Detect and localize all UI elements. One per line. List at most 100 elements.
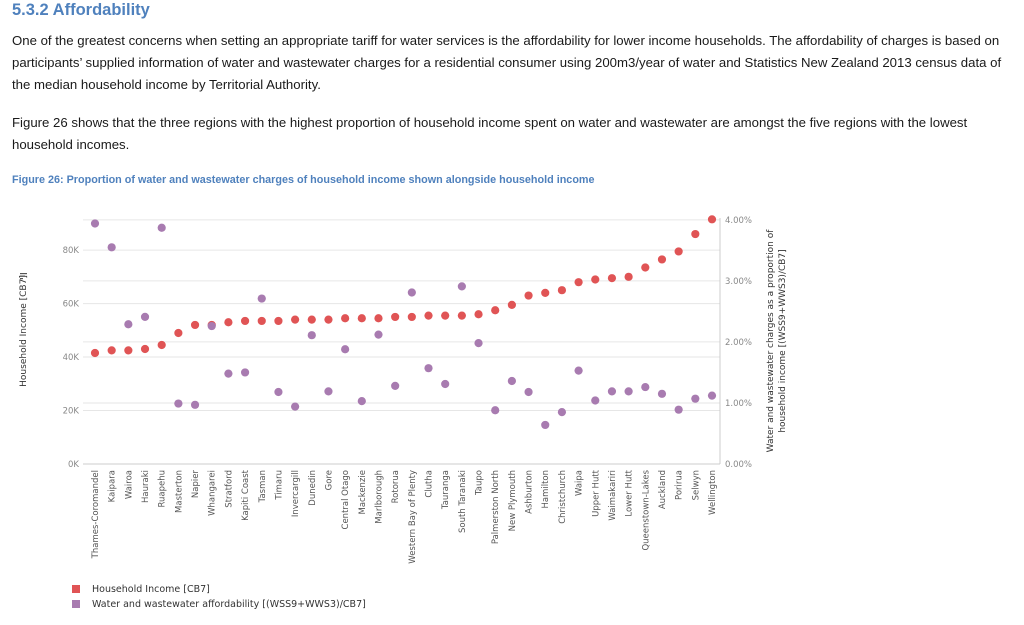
legend-label: Household Income [CB7]: [92, 584, 210, 595]
affordability-point: [207, 321, 216, 331]
affordability-point: [441, 379, 450, 389]
x-category-label: Western Bay of Plenty: [408, 470, 418, 564]
affordability-point: [541, 420, 550, 430]
income-point: [591, 275, 600, 284]
x-category-label: Waipa: [575, 470, 585, 496]
x-category-label: Ruapehu: [158, 470, 168, 508]
income-point: [607, 274, 617, 283]
income-point: [391, 312, 400, 322]
x-category-label: Stratford: [224, 470, 234, 508]
y-right-tick-label: 0.00%: [725, 460, 752, 470]
figure-summary-paragraph: Figure 26 shows that the three regions w…: [12, 115, 968, 152]
x-category-label: Marlborough: [374, 470, 384, 524]
income-point: [424, 311, 433, 320]
x-category-label: Whangarei: [208, 470, 218, 516]
income-point: [224, 318, 233, 327]
affordability-point: [607, 387, 617, 396]
affordability-point: [491, 406, 500, 415]
affordability-point: [524, 387, 533, 397]
affordability-point: [557, 408, 567, 417]
affordability-point: [707, 391, 717, 400]
affordability-point: [424, 364, 433, 373]
gridlines: [83, 219, 720, 465]
affordability-point: [507, 376, 516, 386]
sort-icon-bar: [20, 275, 25, 277]
x-category-label: Queenstown-Lakes: [641, 469, 651, 550]
sort-icon: [20, 273, 27, 280]
affordability-point: [457, 282, 466, 291]
affordability-point: [474, 339, 483, 348]
y-right-tick-label: 3.00%: [725, 277, 752, 287]
y-left-tick-label: 0K: [68, 460, 79, 470]
x-category-label: Timaru: [274, 470, 284, 501]
x-category-label: Mackenzie: [358, 470, 368, 515]
income-point: [90, 348, 100, 358]
sort-icon-bar: [20, 273, 27, 275]
x-category-label: Porirua: [675, 470, 685, 500]
legend-swatch: [72, 585, 80, 593]
income-point: [240, 316, 250, 326]
x-category-label: Palmerston North: [491, 470, 501, 544]
affordability-point: [190, 400, 200, 409]
income-point: [691, 229, 700, 239]
y-right-tick-label: 2.00%: [725, 338, 752, 348]
affordability-point: [90, 219, 100, 228]
x-category-label: Tauranga: [441, 470, 451, 510]
income-point: [140, 344, 150, 354]
affordability-point: [107, 243, 116, 252]
section-heading: 5.3.2 Affordability: [12, 1, 150, 19]
x-category-label: Hamilton: [541, 470, 551, 509]
income-point: [157, 340, 166, 350]
x-category-label: Upper Hutt: [591, 469, 601, 517]
income-point: [374, 314, 383, 323]
income-point: [341, 314, 350, 323]
income-point: [674, 247, 683, 256]
income-point: [457, 311, 466, 320]
income-point: [357, 314, 366, 323]
affordability-point: [407, 288, 416, 297]
affordability-point: [574, 366, 583, 375]
affordability-point: [274, 387, 283, 397]
income-point: [707, 215, 717, 224]
income-point: [107, 346, 116, 355]
affordability-point: [657, 389, 667, 398]
x-category-label: New Plymouth: [508, 470, 518, 531]
y-left-axis-title: Household Income [CB7]: [19, 275, 29, 387]
y-right-axis-title-line2: household income [(WSS9+WWS3)/CB7]: [778, 249, 788, 432]
x-category-label: Clutha: [425, 470, 435, 498]
affordability-point: [324, 387, 333, 396]
y-right-tick-label: 4.00%: [725, 216, 752, 226]
x-category-label: Kaipara: [108, 470, 118, 502]
x-category-label: Rotorua: [391, 470, 401, 503]
x-category-label: Waimakariri: [608, 470, 618, 521]
x-category-label: Tasman: [258, 470, 268, 503]
affordability-point: [224, 369, 233, 378]
x-category-label: Dunedin: [308, 470, 318, 506]
income-point: [257, 316, 266, 326]
income-point: [491, 306, 500, 315]
income-point: [541, 288, 550, 297]
affordability-point: [357, 397, 366, 406]
affordability-point: [257, 294, 266, 303]
income-point: [507, 300, 516, 310]
x-category-label: Auckland: [658, 470, 668, 509]
income-point: [441, 311, 450, 320]
income-point: [291, 315, 300, 324]
y-left-tick-label: 80K: [63, 246, 80, 256]
x-category-label: Hauraki: [141, 470, 151, 503]
x-category-label: Thames-Coromandel: [91, 470, 101, 559]
x-category-label: Masterton: [174, 470, 184, 513]
x-category-label: Christchurch: [558, 470, 568, 524]
x-category-label: South Taranaki: [458, 470, 468, 533]
x-category-label: Central Otago: [341, 470, 351, 529]
x-category-label: Selwyn: [691, 470, 701, 500]
data-points: [90, 215, 717, 430]
income-point: [574, 278, 583, 287]
x-category-label: Napier: [191, 470, 201, 499]
y-left-tick-label: 40K: [63, 353, 80, 363]
x-category-label: Wellington: [708, 470, 718, 515]
sort-icon-bar: [20, 278, 23, 280]
affordability-point: [291, 402, 300, 411]
income-point: [641, 263, 650, 272]
